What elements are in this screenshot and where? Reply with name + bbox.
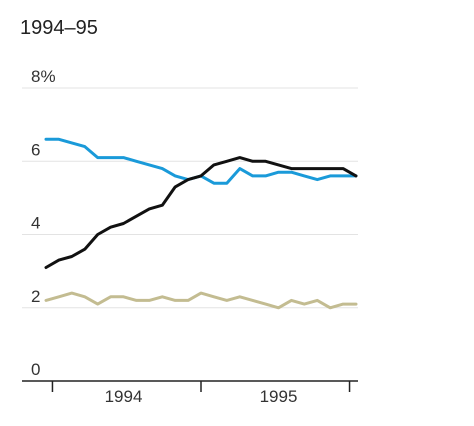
- series-line-3: [44, 291, 358, 310]
- y-tick-label: 2: [31, 287, 40, 306]
- x-ticks: [51, 381, 351, 392]
- series-line-2: [44, 156, 358, 269]
- gridlines: [22, 87, 358, 309]
- x-tick-label: 1994: [105, 387, 143, 406]
- y-tick-labels: 0 2 4 6 8%: [31, 67, 56, 379]
- y-tick-label: 6: [31, 140, 40, 159]
- x-tick-labels: 1994 1995: [105, 387, 298, 406]
- series-lines: [44, 137, 358, 310]
- y-tick-label: 8%: [31, 67, 56, 86]
- y-tick-label: 4: [31, 214, 40, 233]
- chart-title: 1994–95: [20, 17, 98, 39]
- x-tick-label: 1995: [260, 387, 298, 406]
- y-tick-label: 0: [31, 360, 40, 379]
